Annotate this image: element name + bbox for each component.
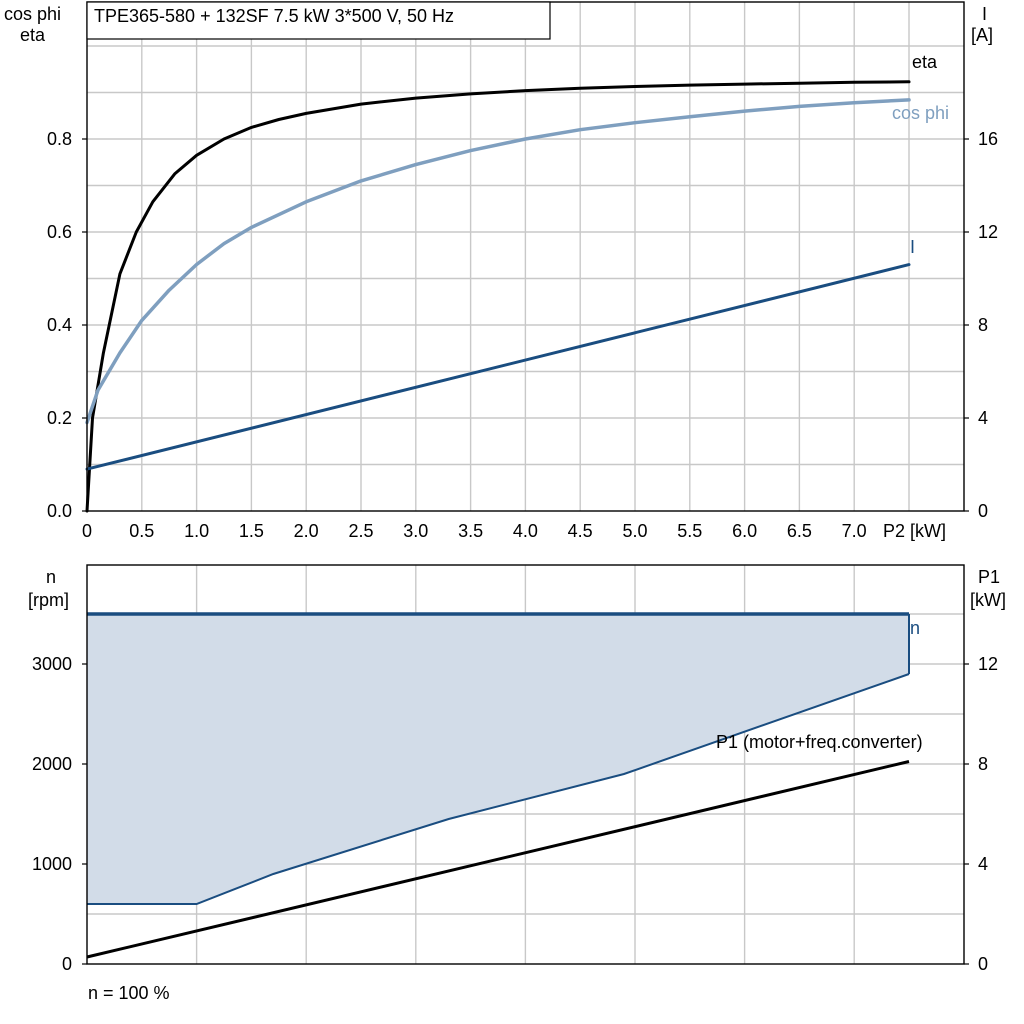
- bottom-chart-series: [86, 612, 910, 959]
- top-right-axis-label-1: I: [982, 4, 987, 24]
- top-chart-series: [85, 80, 911, 513]
- top-right-tick-label: 16: [978, 129, 998, 149]
- bottom-left-tick-label: 0: [62, 954, 72, 974]
- top-chart-grid: [87, 2, 964, 511]
- footnote: n = 100 %: [88, 983, 170, 1003]
- speed-lower-boundary: [87, 673, 910, 905]
- title-box: [86, 1, 551, 40]
- bottom-left-tick-label: 2000: [32, 754, 72, 774]
- bottom-left-axis-label-1: n: [46, 567, 56, 587]
- current-curve: [85, 263, 911, 471]
- top-left-tick-label: 0.2: [47, 408, 72, 428]
- bottom-chart-ticks: 0 1000 2000 3000 0 4 8 12: [32, 654, 998, 974]
- top-x-tick-label: 0: [82, 521, 92, 541]
- top-right-tick-label: 4: [978, 408, 988, 428]
- speed-range-band: [87, 614, 909, 904]
- top-x-tick-label: 1.5: [239, 521, 264, 541]
- series-label-eta: eta: [912, 52, 938, 72]
- top-x-tick-label: 3.0: [403, 521, 428, 541]
- top-x-tick-label: 4.0: [513, 521, 538, 541]
- top-x-tick-label: 4.5: [568, 521, 593, 541]
- top-x-tick-label: 7.0: [842, 521, 867, 541]
- top-x-tick-label: 5.0: [622, 521, 647, 541]
- top-x-tick-label: 1.0: [184, 521, 209, 541]
- chart-title: TPE365-580 + 132SF 7.5 kW 3*500 V, 50 Hz: [94, 6, 454, 26]
- top-right-axis-label-2: [A]: [971, 25, 993, 45]
- top-right-tick-label: 8: [978, 315, 988, 335]
- bottom-right-tick-label: 0: [978, 954, 988, 974]
- top-left-tick-label: 0.6: [47, 222, 72, 242]
- series-label-current: I: [910, 237, 915, 257]
- eta-curve: [85, 80, 911, 513]
- series-label-cos-phi: cos phi: [892, 103, 949, 123]
- bottom-right-tick-label: 8: [978, 754, 988, 774]
- top-x-axis-label: P2 [kW]: [883, 521, 946, 541]
- top-chart-ticks: 0 0.5 1.0 1.5 2.0 2.5 3.0 3.5 4.0 4.5 5.0 5.5 6.0 6.5…: [47, 129, 998, 541]
- top-right-tick-label: 12: [978, 222, 998, 242]
- bottom-left-tick-label: 1000: [32, 854, 72, 874]
- series-label-speed: n: [910, 618, 920, 638]
- top-left-axis-label-2: eta: [20, 25, 46, 45]
- bottom-right-tick-label: 4: [978, 854, 988, 874]
- top-x-tick-label: 2.5: [348, 521, 373, 541]
- series-label-p1: P1 (motor+freq.converter): [716, 732, 923, 752]
- top-left-tick-label: 0.0: [47, 501, 72, 521]
- bottom-right-axis-label-1: P1: [978, 567, 1000, 587]
- top-x-tick-label: 0.5: [129, 521, 154, 541]
- p1-curve: [86, 760, 910, 959]
- bottom-right-tick-label: 12: [978, 654, 998, 674]
- top-left-tick-label: 0.8: [47, 129, 72, 149]
- top-right-tick-label: 0: [978, 501, 988, 521]
- bottom-right-axis-label-2: [kW]: [970, 590, 1006, 610]
- top-left-tick-label: 0.4: [47, 315, 72, 335]
- top-x-tick-label: 2.0: [294, 521, 319, 541]
- bottom-left-axis-label-2: [rpm]: [28, 590, 69, 610]
- top-left-axis-label-1: cos phi: [4, 4, 61, 24]
- cos-phi-curve: [85, 98, 911, 425]
- top-x-tick-label: 3.5: [458, 521, 483, 541]
- top-x-tick-label: 6.0: [732, 521, 757, 541]
- top-x-tick-label: 5.5: [677, 521, 702, 541]
- top-x-tick-label: 6.5: [787, 521, 812, 541]
- bottom-chart-frame: [86, 564, 965, 965]
- bottom-left-tick-label: 3000: [32, 654, 72, 674]
